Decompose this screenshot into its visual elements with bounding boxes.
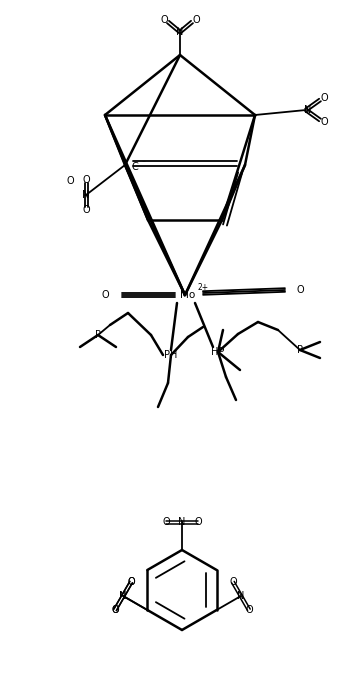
Text: P: P: [297, 345, 303, 355]
Text: N: N: [82, 190, 90, 200]
Text: O: O: [82, 175, 90, 185]
Text: ⁻: ⁻: [141, 158, 145, 167]
Text: O: O: [194, 517, 202, 527]
Text: O: O: [245, 605, 253, 615]
Text: PH: PH: [164, 350, 178, 360]
Text: O: O: [101, 290, 109, 300]
Text: Mo: Mo: [181, 290, 196, 300]
Text: N: N: [178, 517, 186, 527]
Text: O: O: [296, 285, 304, 295]
Text: O: O: [111, 605, 119, 615]
Text: P: P: [95, 330, 101, 340]
Text: N: N: [119, 591, 127, 601]
Text: N: N: [176, 27, 184, 37]
Text: O: O: [162, 517, 170, 527]
Text: O: O: [320, 117, 328, 127]
Text: O: O: [127, 577, 135, 587]
Text: N: N: [304, 105, 312, 115]
Text: HP: HP: [211, 347, 225, 357]
Text: O: O: [82, 205, 90, 215]
Text: N: N: [119, 591, 127, 601]
Text: O: O: [229, 577, 237, 587]
Text: O: O: [66, 176, 74, 186]
Text: O: O: [127, 577, 135, 587]
Text: N: N: [237, 591, 245, 601]
Text: O: O: [111, 605, 119, 615]
Text: C: C: [132, 162, 138, 172]
Text: O: O: [192, 15, 200, 25]
Text: O: O: [160, 15, 168, 25]
Text: O: O: [320, 93, 328, 103]
Text: 2+: 2+: [198, 282, 209, 292]
